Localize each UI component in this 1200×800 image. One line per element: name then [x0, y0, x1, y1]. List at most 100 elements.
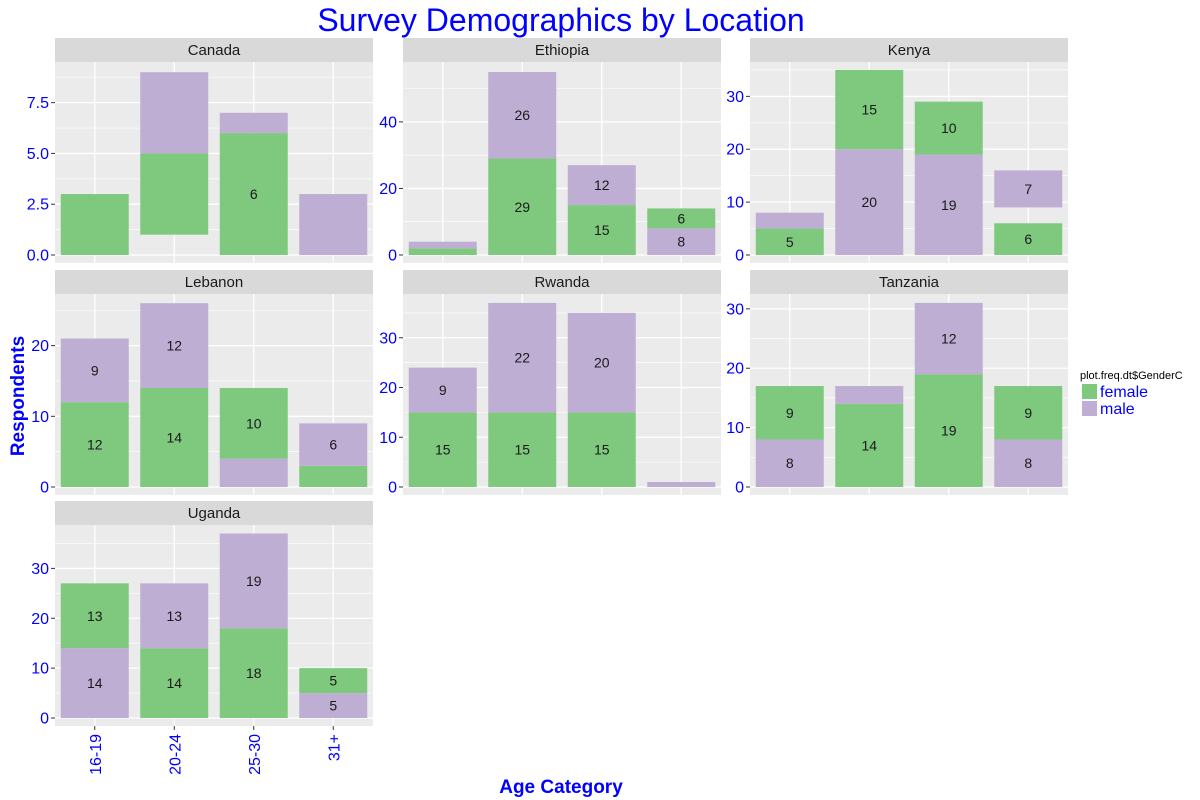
bar-segment-female: [488, 412, 557, 487]
y-tick-label: 10: [379, 430, 397, 447]
bar-segment-male: [60, 648, 129, 718]
bar-segment-male: [567, 312, 636, 413]
data-label: 9: [439, 382, 447, 398]
y-tick-label: 20: [31, 611, 49, 628]
bar-segment-female: [488, 158, 557, 255]
x-tick-label: 20-24: [167, 734, 184, 775]
data-label: 6: [677, 210, 685, 226]
y-tick-label: 2.5: [27, 197, 49, 214]
legend-swatch-male: [1082, 401, 1097, 416]
data-label: 19: [941, 423, 957, 439]
data-label: 14: [166, 430, 182, 446]
bar-segment-female: [140, 153, 209, 235]
y-tick-label: 30: [726, 89, 744, 106]
bar-segment-female: [299, 668, 368, 694]
bar-segment-female: [408, 412, 477, 487]
data-label: 10: [941, 120, 957, 136]
bar-segment-male: [219, 458, 288, 487]
data-label: 19: [246, 573, 262, 589]
data-label: 13: [87, 608, 103, 624]
y-tick-label: 30: [379, 330, 397, 347]
data-label: 12: [594, 177, 610, 193]
bar-segment-male: [835, 149, 904, 255]
x-axis-title: Age Category: [499, 777, 623, 798]
data-label: 29: [514, 199, 530, 215]
bar-segment-female: [219, 133, 288, 255]
y-tick-label: 10: [726, 420, 744, 437]
bar-segment-female: [994, 386, 1063, 440]
data-label: 5: [786, 234, 794, 250]
facet-panels: Canada 0.0 2.5 5.0 7.5 6 Ethiopia 0 20 40 29 26 15 12…: [27, 38, 1068, 775]
y-tick-label: 10: [31, 409, 49, 426]
data-label: 9: [786, 405, 794, 421]
bar-segment-female: [408, 248, 477, 255]
y-tick-label: 20: [726, 361, 744, 378]
bar-segment-male: [408, 241, 477, 249]
facet-strip-label: Uganda: [188, 505, 241, 522]
x-tick-label: 16-19: [88, 734, 105, 775]
bar-segment-male: [299, 194, 368, 255]
y-tick-label: 0: [40, 711, 49, 728]
bar-segment-female: [60, 583, 129, 649]
data-label: 15: [594, 442, 610, 458]
bar-segment-male: [140, 303, 209, 389]
bar-segment-male: [994, 439, 1063, 487]
facet-panel-rwanda: Rwanda 0 10 20 30 15 9 15 22 15 20: [379, 270, 721, 497]
bar-segment-male: [140, 72, 209, 154]
y-tick-label: 10: [31, 661, 49, 678]
facet-panel-canada: Canada 0.0 2.5 5.0 7.5 6: [27, 38, 373, 265]
facet-panel-kenya: Kenya 0 10 20 30 5 20 15 19 10 6 7: [726, 38, 1068, 265]
data-label: 6: [329, 437, 337, 453]
bar-segment-female: [219, 628, 288, 718]
facet-strip-label: Tanzania: [879, 274, 940, 291]
y-tick-label: 7.5: [27, 95, 49, 112]
legend-title: plot.freq.dt$GenderC: [1080, 370, 1183, 382]
bar-segment-female: [60, 194, 129, 255]
legend: plot.freq.dt$GenderC female male: [1080, 370, 1183, 418]
y-axis-title: Respondents: [8, 336, 29, 456]
facet-strip: [55, 270, 373, 294]
bar-segment-female: [647, 208, 716, 229]
facet-panel-uganda: Uganda 0 10 20 30 14 13 14 13 18 19 5 5 16-19 20-24 25-…: [31, 501, 373, 775]
data-label: 10: [246, 415, 262, 431]
bar-segment-male: [647, 482, 716, 487]
data-label: 14: [166, 675, 182, 691]
chart-title: Survey Demographics by Location: [317, 2, 804, 38]
bar-segment-male: [299, 423, 368, 466]
data-label: 19: [941, 197, 957, 213]
bar-segment-female: [567, 412, 636, 487]
data-label: 18: [246, 665, 262, 681]
facet-strip: [403, 270, 721, 294]
bar-segment-female: [994, 223, 1063, 255]
bar-segment-male: [835, 386, 904, 404]
bar-segment-male: [60, 338, 129, 403]
y-tick-label: 20: [31, 338, 49, 355]
facet-strip: [750, 270, 1068, 294]
bar-segment-female: [60, 402, 129, 487]
x-tick-label: 31+: [326, 734, 343, 761]
data-label: 15: [861, 102, 877, 118]
bar-segment-male: [914, 154, 983, 255]
data-label: 6: [250, 186, 258, 202]
bar-segment-male: [488, 71, 557, 159]
data-label: 26: [514, 107, 530, 123]
data-label: 12: [941, 331, 957, 347]
bar-segment-male: [299, 693, 368, 718]
data-label: 15: [594, 222, 610, 238]
bar-segment-female: [140, 648, 209, 718]
y-tick-label: 0.0: [27, 248, 49, 265]
bar-segment-female: [219, 388, 288, 459]
facet-strip-label: Rwanda: [534, 274, 590, 291]
data-label: 8: [1024, 455, 1032, 471]
y-tick-label: 40: [379, 114, 397, 131]
y-tick-label: 10: [726, 195, 744, 212]
bar-segment-female: [299, 465, 368, 487]
legend-label-female: female: [1100, 384, 1148, 401]
y-tick-label: 20: [726, 142, 744, 159]
bar-segment-male: [994, 170, 1063, 208]
bar-segment-female: [567, 205, 636, 255]
facet-panel-tanzania: Tanzania 0 10 20 30 8 9 14 19 12 8 9: [726, 270, 1068, 497]
data-label: 20: [861, 194, 877, 210]
data-label: 8: [786, 455, 794, 471]
y-tick-label: 0: [388, 248, 397, 265]
